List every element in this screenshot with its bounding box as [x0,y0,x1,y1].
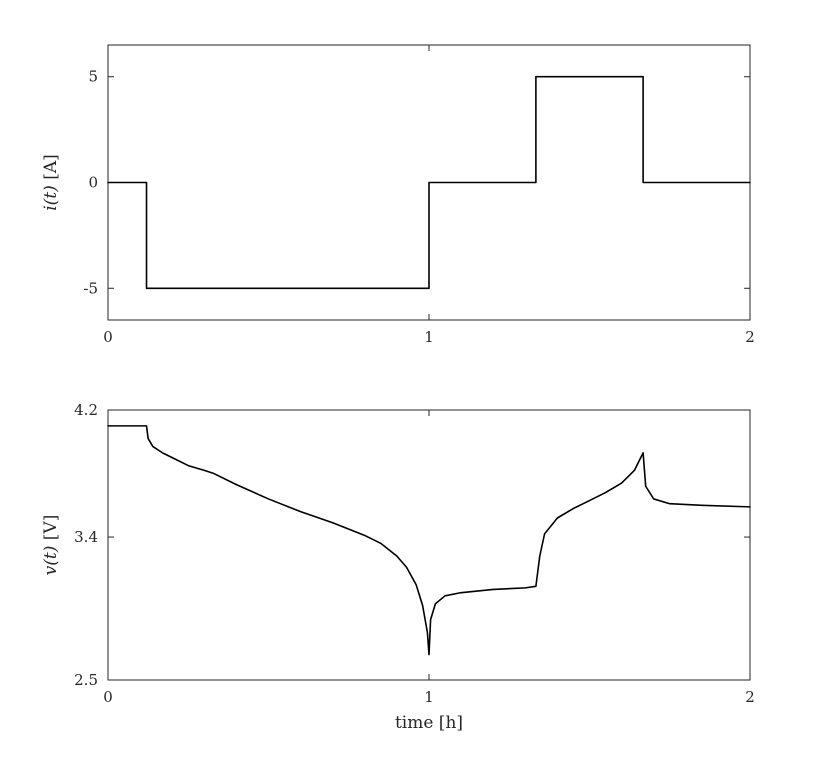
current-profile-ylabel: i(t) [A] [41,154,61,211]
voltage-response-xlabel: time [h] [395,713,463,733]
voltage-response-series-line [107,425,751,656]
x-tick-label: 1 [424,328,434,346]
y-tick-label: -5 [83,279,98,297]
y-tick-label: 5 [88,68,98,86]
y-tick-label: 2.5 [74,671,98,689]
x-tick-label: 0 [103,328,113,346]
y-tick-label: 0 [88,174,98,192]
y-tick-label: 4.2 [74,401,98,419]
y-tick-label: 3.4 [74,528,98,546]
x-tick-label: 2 [745,328,755,346]
current-profile-axes: 0 1 2 -5 0 5 i(t) [A] [41,44,755,346]
voltage-response-axes: 0 1 2 2.5 3.4 4.2 v(t) [V] time [h] [41,401,755,733]
x-tick-label: 0 [103,688,113,706]
current-profile-series-line [107,75,751,290]
voltage-response-ylabel: v(t) [V] [41,515,61,576]
x-tick-label: 1 [424,688,434,706]
x-tick-label: 2 [745,688,755,706]
